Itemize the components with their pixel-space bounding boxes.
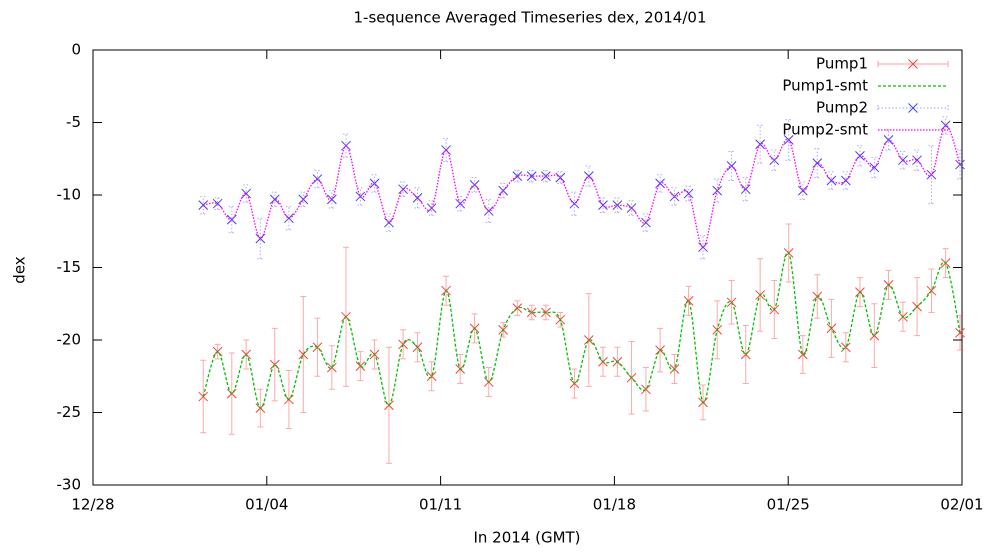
legend-label: Pump2 (816, 99, 868, 117)
error-bar (785, 119, 792, 161)
y-tick-label: 0 (71, 41, 81, 59)
error-bar (642, 213, 649, 232)
plot-border (92, 49, 963, 486)
point-marker (855, 287, 865, 298)
point-marker (426, 203, 437, 213)
point-marker (726, 297, 737, 308)
x-tick-label: 02/01 (940, 496, 983, 514)
point-marker (583, 335, 594, 345)
x-tick-label: 12/28 (71, 496, 114, 514)
point-marker (612, 200, 623, 211)
point-marker (498, 185, 509, 196)
error-bar (542, 169, 549, 183)
smooth-line (203, 124, 961, 248)
point-marker (769, 304, 780, 315)
legend-label: Pump1 (816, 55, 868, 73)
y-tick-label: -5 (66, 113, 81, 131)
point-marker (655, 345, 665, 356)
point-marker (541, 171, 551, 182)
point-marker (812, 291, 823, 302)
error-bar (871, 156, 878, 179)
point-marker (755, 290, 765, 300)
error-bar (899, 151, 906, 170)
point-marker (326, 362, 337, 373)
point-marker (555, 172, 566, 183)
x-tick-label: 01/25 (767, 496, 810, 514)
point-marker (298, 349, 309, 360)
smooth-line (202, 252, 961, 409)
error-bar (657, 174, 664, 193)
point-marker (441, 145, 451, 155)
error-bar (514, 169, 521, 183)
point-marker (740, 184, 751, 195)
error-bar (228, 206, 235, 234)
error-bar (328, 190, 335, 209)
error-bar (214, 197, 221, 210)
point-marker (355, 191, 366, 202)
y-axis-label: dex (11, 256, 29, 283)
y-tick-label: -25 (57, 403, 82, 421)
point-marker (241, 188, 252, 199)
x-tick-label: 01/11 (419, 496, 462, 514)
y-tick-label: -10 (57, 186, 82, 204)
y-tick-label: -15 (57, 258, 82, 276)
error-bar (357, 187, 364, 206)
error-bar (856, 145, 863, 167)
point-marker (655, 178, 665, 189)
x-tick-label: 01/04 (245, 496, 288, 514)
error-bar (557, 171, 564, 184)
error-bar (914, 149, 921, 171)
point-marker (269, 194, 280, 205)
error-bar (414, 187, 421, 209)
point-marker (355, 361, 366, 371)
error-bar (371, 174, 378, 193)
point-marker (712, 185, 723, 196)
legend-label: Pump2-smt (782, 121, 868, 139)
x-tick-label: 01/18 (593, 496, 636, 514)
error-bar (671, 187, 678, 206)
y-tick-label: -20 (57, 331, 82, 349)
error-bar (528, 169, 535, 183)
error-bar (200, 195, 207, 215)
error-bar (385, 213, 392, 232)
legend-marker (908, 59, 918, 69)
point-marker (955, 159, 965, 170)
point-marker (940, 258, 951, 269)
error-bar (314, 169, 321, 189)
point-marker (955, 327, 965, 338)
error-bar (828, 171, 835, 190)
y-tick-label: -30 (57, 476, 82, 494)
point-marker (298, 194, 309, 205)
point-marker (755, 139, 765, 150)
point-marker (426, 371, 437, 382)
point-marker (883, 280, 894, 290)
x-axis-label: In 2014 (GMT) (473, 529, 580, 547)
error-bar (799, 181, 806, 200)
point-marker (740, 349, 751, 360)
error-bar (257, 217, 264, 260)
point-marker (526, 307, 537, 318)
point-marker (783, 248, 794, 258)
error-bar (585, 165, 592, 187)
point-marker (269, 359, 280, 370)
error-bar (942, 116, 949, 135)
error-bar (243, 184, 250, 203)
error-bar (771, 149, 778, 171)
error-bar (842, 171, 849, 190)
chart-title: 1-sequence Averaged Timeseries dex, 2014… (353, 9, 706, 27)
point-marker (641, 217, 651, 228)
legend-marker (908, 103, 918, 113)
legend-label: Pump1-smt (782, 77, 868, 95)
